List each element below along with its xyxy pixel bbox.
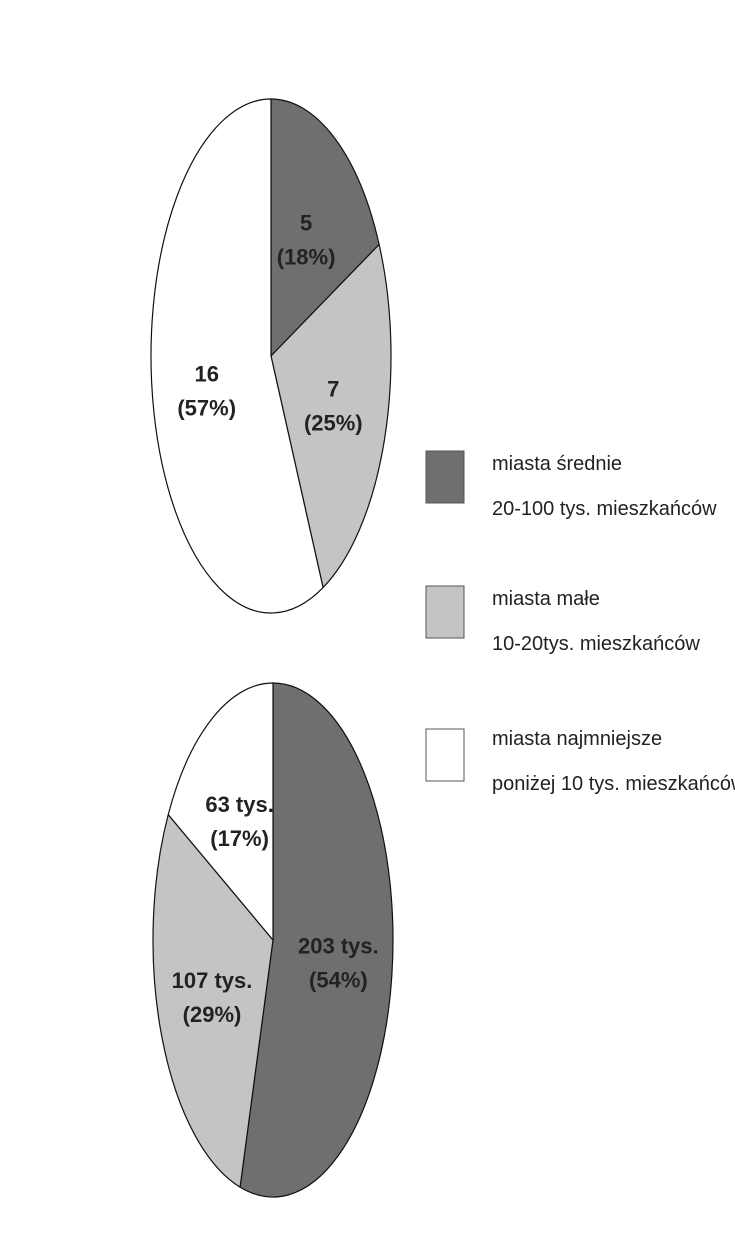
pie-slice-smallest bbox=[150, 98, 324, 614]
legend-label-line1: miasta średnie bbox=[492, 453, 622, 475]
pie-chart-towns-count: 5 (18%) 7 (25%) 16 (57%) bbox=[150, 98, 392, 614]
legend-swatch-medium bbox=[425, 450, 465, 504]
legend-item-smallest: miasta najmniejsze poniżej 10 tys. miesz… bbox=[425, 728, 735, 795]
slice-value-label: 63 tys. bbox=[205, 792, 274, 817]
slice-value-label: 16 bbox=[194, 362, 218, 387]
legend-swatch-small bbox=[425, 585, 465, 639]
slice-percent-label: (29%) bbox=[183, 1002, 242, 1027]
pie-slice-small bbox=[270, 243, 392, 589]
legend-item-medium: miasta średnie 20-100 tys. mieszkańców bbox=[425, 450, 717, 520]
legend-label-line2: 10-20tys. mieszkańców bbox=[492, 633, 700, 655]
pie-slice-small bbox=[152, 814, 274, 1188]
slice-percent-label: (25%) bbox=[304, 411, 363, 436]
slice-percent-label: (18%) bbox=[277, 244, 336, 269]
legend-label-line1: miasta małe bbox=[492, 588, 600, 610]
slice-value-label: 5 bbox=[300, 210, 312, 235]
slice-value-label: 203 tys. bbox=[298, 934, 379, 959]
slice-percent-label: (17%) bbox=[210, 826, 269, 851]
slice-percent-label: (57%) bbox=[177, 396, 236, 421]
pie-chart-population: 203 tys. (54%) 107 tys. (29%) 63 tys. (17%) bbox=[152, 682, 394, 1198]
legend-label-line2: poniżej 10 tys. mieszkańców bbox=[492, 773, 735, 795]
slice-value-label: 7 bbox=[327, 377, 339, 402]
legend-item-small: miasta małe 10-20tys. mieszkańców bbox=[425, 585, 700, 655]
legend: miasta średnie 20-100 tys. mieszkańców m… bbox=[425, 450, 735, 795]
legend-label-line2: 20-100 tys. mieszkańców bbox=[492, 498, 717, 520]
pie-slice-medium bbox=[239, 682, 394, 1198]
pie-slice-medium bbox=[270, 98, 380, 357]
legend-swatch-smallest bbox=[425, 728, 465, 782]
slice-percent-label: (54%) bbox=[309, 968, 368, 993]
slice-value-label: 107 tys. bbox=[172, 968, 253, 993]
legend-label-line1: miasta najmniejsze bbox=[492, 728, 662, 750]
pie-slice-smallest bbox=[167, 682, 274, 941]
